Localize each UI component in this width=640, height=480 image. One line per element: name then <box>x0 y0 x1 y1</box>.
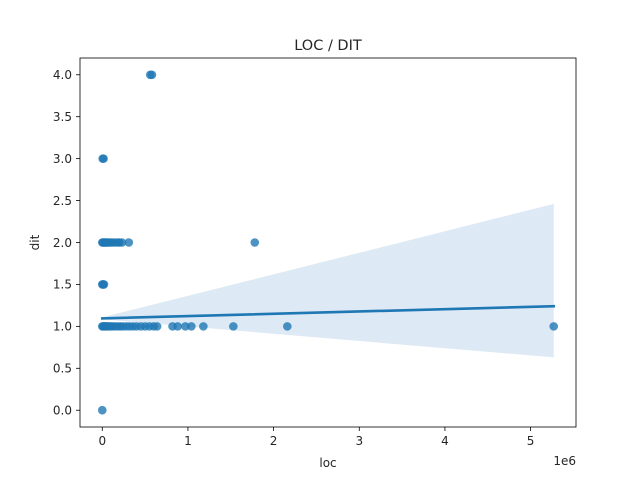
y-tick-label-7: 3.5 <box>53 110 72 124</box>
y-axis-ticks: 0.0 0.5 1.0 1.5 2.0 2.5 3.0 3.5 4.0 <box>53 68 80 418</box>
x-tick-label-3: 3 <box>355 434 363 448</box>
data-point-2 <box>99 154 108 163</box>
x-tick-label-0: 0 <box>98 434 106 448</box>
data-point-46 <box>152 322 162 331</box>
regression-line <box>100 304 556 320</box>
x-axis-label: loc <box>319 456 336 470</box>
y-tick-label-0: 0.0 <box>53 404 72 418</box>
confidence-band <box>102 203 554 358</box>
data-point-53 <box>283 322 292 331</box>
x-axis-ticks: 0 1 2 3 4 5 <box>98 427 534 448</box>
y-tick-label-1: 0.5 <box>53 362 72 376</box>
y-tick-label-5: 2.5 <box>53 194 72 208</box>
x-tick-label-1: 1 <box>184 434 192 448</box>
data-point-0 <box>97 405 107 415</box>
x-axis-offset-label: 1e6 <box>553 454 576 468</box>
x-tick-label-2: 2 <box>270 434 278 448</box>
data-point-21 <box>117 238 127 247</box>
data-point-48 <box>173 322 182 331</box>
y-tick-label-2: 1.0 <box>53 320 72 334</box>
data-point-51 <box>199 322 208 331</box>
data-point-52 <box>229 322 238 331</box>
data-point-23 <box>250 238 260 247</box>
data-point-22 <box>124 238 134 247</box>
data-point-49 <box>181 322 190 331</box>
data-point-4 <box>147 70 157 80</box>
x-tick-label-5: 5 <box>527 434 535 448</box>
y-tick-label-8: 4.0 <box>53 68 72 82</box>
y-tick-label-6: 3.0 <box>53 152 72 166</box>
data-point-7 <box>99 280 109 289</box>
data-point-54 <box>549 322 559 331</box>
y-tick-label-3: 1.5 <box>53 278 72 292</box>
chart-title: LOC / DIT <box>294 38 362 54</box>
plot-area <box>97 70 559 415</box>
y-tick-label-4: 2.0 <box>53 236 72 250</box>
data-point-50 <box>187 322 196 331</box>
x-tick-label-4: 4 <box>441 434 449 448</box>
y-axis-label: dit <box>28 234 42 250</box>
